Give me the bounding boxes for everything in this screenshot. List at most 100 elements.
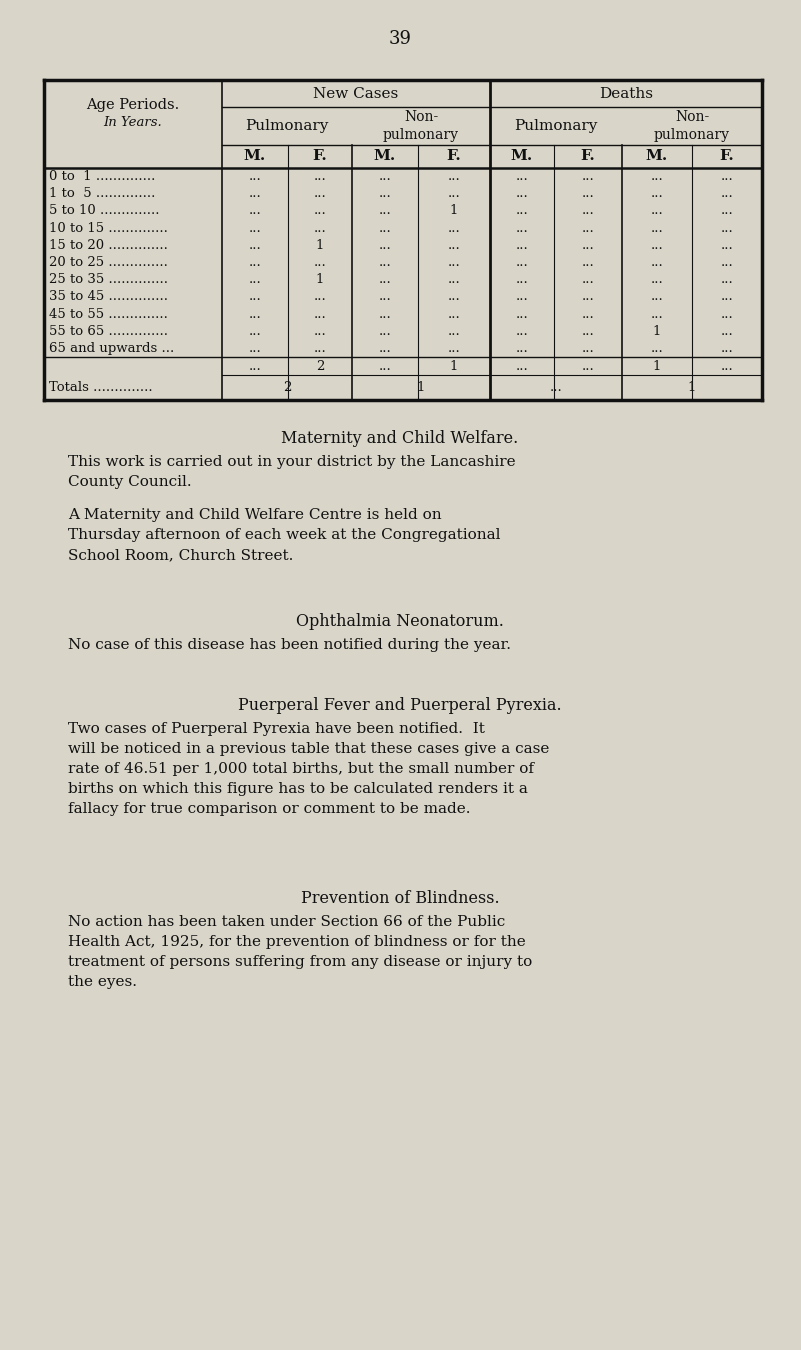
Text: ...: ... bbox=[721, 204, 734, 217]
Text: M.: M. bbox=[374, 150, 396, 163]
Text: ...: ... bbox=[379, 204, 392, 217]
Text: ...: ... bbox=[721, 359, 734, 373]
Text: ...: ... bbox=[516, 188, 529, 200]
Text: ...: ... bbox=[448, 308, 461, 320]
Text: ...: ... bbox=[650, 308, 663, 320]
Text: Age Periods.: Age Periods. bbox=[87, 99, 179, 112]
Text: 39: 39 bbox=[388, 30, 412, 49]
Text: Maternity and Child Welfare.: Maternity and Child Welfare. bbox=[281, 431, 518, 447]
Text: ...: ... bbox=[314, 308, 326, 320]
Text: ...: ... bbox=[650, 290, 663, 304]
Text: ...: ... bbox=[721, 342, 734, 355]
Text: 1: 1 bbox=[653, 325, 661, 338]
Text: F.: F. bbox=[719, 150, 735, 163]
Text: 1: 1 bbox=[316, 239, 324, 252]
Text: ...: ... bbox=[582, 359, 594, 373]
Text: 35 to 45 ..............: 35 to 45 .............. bbox=[49, 290, 168, 304]
Text: 1: 1 bbox=[450, 359, 458, 373]
Text: 0 to  1 ..............: 0 to 1 .............. bbox=[49, 170, 155, 184]
Text: ...: ... bbox=[379, 290, 392, 304]
Text: Pulmonary: Pulmonary bbox=[514, 119, 598, 134]
Text: ...: ... bbox=[448, 170, 461, 184]
Text: ...: ... bbox=[516, 239, 529, 252]
Text: 55 to 65 ..............: 55 to 65 .............. bbox=[49, 325, 168, 338]
Text: ...: ... bbox=[379, 359, 392, 373]
Text: ...: ... bbox=[379, 221, 392, 235]
Text: ...: ... bbox=[314, 188, 326, 200]
Text: ...: ... bbox=[516, 221, 529, 235]
Text: ...: ... bbox=[248, 290, 261, 304]
Text: ...: ... bbox=[650, 170, 663, 184]
Text: ...: ... bbox=[379, 342, 392, 355]
Text: ...: ... bbox=[448, 256, 461, 269]
Text: ...: ... bbox=[516, 325, 529, 338]
Text: ...: ... bbox=[582, 273, 594, 286]
Text: 10 to 15 ..............: 10 to 15 .............. bbox=[49, 221, 168, 235]
Text: 1: 1 bbox=[688, 381, 696, 394]
Text: ...: ... bbox=[721, 239, 734, 252]
Text: F.: F. bbox=[447, 150, 461, 163]
Text: ...: ... bbox=[314, 204, 326, 217]
Text: ...: ... bbox=[549, 381, 562, 394]
Text: Deaths: Deaths bbox=[599, 86, 653, 100]
Text: ...: ... bbox=[248, 325, 261, 338]
Text: ...: ... bbox=[650, 221, 663, 235]
Text: ...: ... bbox=[248, 359, 261, 373]
Text: ...: ... bbox=[248, 342, 261, 355]
Text: ...: ... bbox=[721, 273, 734, 286]
Text: M.: M. bbox=[646, 150, 668, 163]
Text: ...: ... bbox=[448, 342, 461, 355]
Text: 1: 1 bbox=[316, 273, 324, 286]
Text: 25 to 35 ..............: 25 to 35 .............. bbox=[49, 273, 168, 286]
Text: ...: ... bbox=[582, 308, 594, 320]
Text: Pulmonary: Pulmonary bbox=[245, 119, 328, 134]
Text: 1: 1 bbox=[450, 204, 458, 217]
Text: No action has been taken under Section 66 of the Public
Health Act, 1925, for th: No action has been taken under Section 6… bbox=[68, 915, 532, 990]
Text: ...: ... bbox=[516, 204, 529, 217]
Text: ...: ... bbox=[516, 290, 529, 304]
Text: Ophthalmia Neonatorum.: Ophthalmia Neonatorum. bbox=[296, 613, 504, 630]
Text: ...: ... bbox=[650, 342, 663, 355]
Text: ...: ... bbox=[379, 273, 392, 286]
Text: ...: ... bbox=[582, 188, 594, 200]
Text: 5 to 10 ..............: 5 to 10 .............. bbox=[49, 204, 159, 217]
Text: Totals ..............: Totals .............. bbox=[49, 381, 153, 394]
Text: 45 to 55 ..............: 45 to 55 .............. bbox=[49, 308, 168, 320]
Text: ...: ... bbox=[248, 170, 261, 184]
Text: ...: ... bbox=[448, 221, 461, 235]
Text: ...: ... bbox=[379, 325, 392, 338]
Text: A Maternity and Child Welfare Centre is held on
Thursday afternoon of each week : A Maternity and Child Welfare Centre is … bbox=[68, 508, 501, 562]
Text: ...: ... bbox=[314, 290, 326, 304]
Text: ...: ... bbox=[448, 290, 461, 304]
Text: Non-
pulmonary: Non- pulmonary bbox=[654, 111, 730, 142]
Text: M.: M. bbox=[244, 150, 266, 163]
Text: ...: ... bbox=[582, 239, 594, 252]
Text: ...: ... bbox=[721, 308, 734, 320]
Text: ...: ... bbox=[448, 239, 461, 252]
Text: ...: ... bbox=[650, 204, 663, 217]
Text: ...: ... bbox=[248, 221, 261, 235]
Text: 20 to 25 ..............: 20 to 25 .............. bbox=[49, 256, 168, 269]
Text: ...: ... bbox=[314, 342, 326, 355]
Text: ...: ... bbox=[314, 256, 326, 269]
Text: ...: ... bbox=[516, 256, 529, 269]
Text: ...: ... bbox=[721, 188, 734, 200]
Text: ...: ... bbox=[248, 256, 261, 269]
Text: 1 to  5 ..............: 1 to 5 .............. bbox=[49, 188, 155, 200]
Text: Puerperal Fever and Puerperal Pyrexia.: Puerperal Fever and Puerperal Pyrexia. bbox=[238, 697, 562, 714]
Text: ...: ... bbox=[448, 273, 461, 286]
Text: 2: 2 bbox=[283, 381, 292, 394]
Text: ...: ... bbox=[314, 221, 326, 235]
Text: F.: F. bbox=[312, 150, 328, 163]
Text: ...: ... bbox=[721, 290, 734, 304]
Text: ...: ... bbox=[650, 256, 663, 269]
Text: 65 and upwards ...: 65 and upwards ... bbox=[49, 342, 175, 355]
Text: ...: ... bbox=[650, 239, 663, 252]
Text: ...: ... bbox=[582, 256, 594, 269]
Text: ...: ... bbox=[721, 256, 734, 269]
Text: ...: ... bbox=[248, 239, 261, 252]
Text: ...: ... bbox=[516, 170, 529, 184]
Text: Non-
pulmonary: Non- pulmonary bbox=[383, 111, 459, 142]
Text: ...: ... bbox=[721, 170, 734, 184]
Text: ...: ... bbox=[448, 188, 461, 200]
